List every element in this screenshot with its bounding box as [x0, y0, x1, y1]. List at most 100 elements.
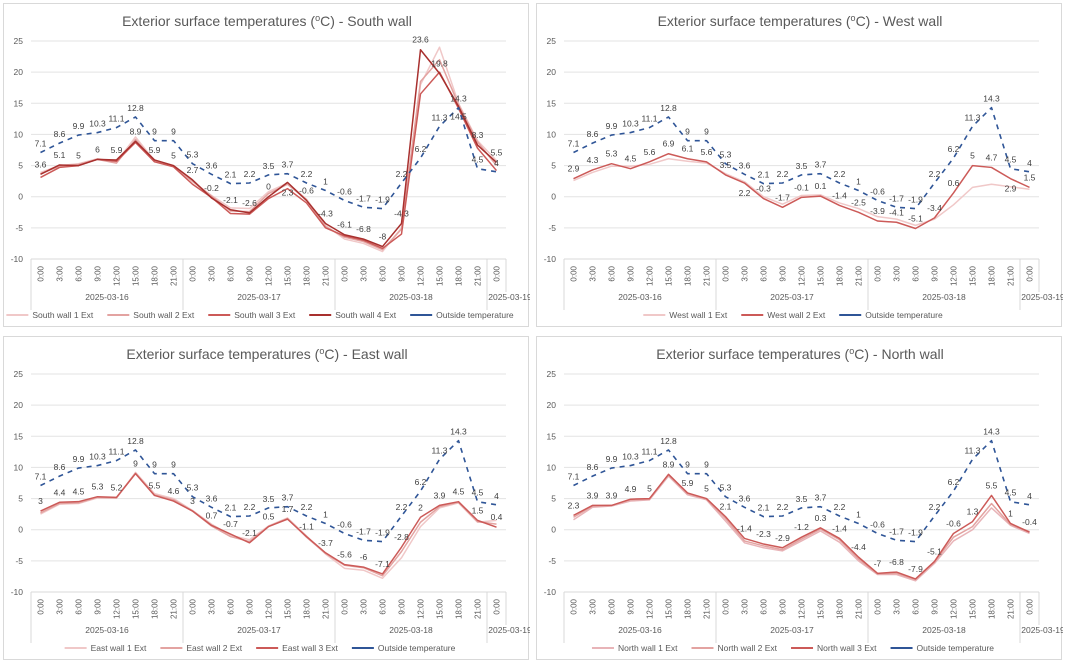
y-tick-label: 25	[547, 36, 557, 46]
data-label: 5	[647, 484, 652, 494]
x-tick-label: 18:00	[836, 598, 845, 619]
x-tick-label: 21:00	[1007, 265, 1016, 286]
data-label: 1.7	[282, 504, 294, 514]
data-label: 2.2	[301, 169, 313, 179]
data-label: 8.6	[587, 462, 599, 472]
data-label: 3.9	[606, 490, 618, 500]
y-tick-label: 15	[547, 98, 557, 108]
legend-label: North wall 2 Ext	[717, 643, 777, 653]
data-label: 5.3	[187, 483, 199, 493]
data-label: -7.1	[375, 559, 390, 569]
data-label: 5	[171, 151, 176, 161]
data-label: 9.9	[73, 121, 85, 131]
data-label: 4.9	[625, 484, 637, 494]
x-tick-label: 9:00	[94, 265, 103, 281]
data-label: 14.3	[983, 427, 1000, 437]
x-tick-label: 9:00	[246, 265, 255, 281]
x-group-label: 2025-03-17	[237, 292, 281, 302]
y-tick-label: 5	[18, 161, 23, 171]
x-tick-label: 15:00	[817, 598, 826, 619]
legend-label: Outside temperature	[865, 310, 943, 320]
data-label: 7.1	[568, 471, 580, 481]
data-label: 4.6	[168, 486, 180, 496]
series-line-south-wall-3-ext	[40, 71, 498, 250]
data-label: 9	[133, 459, 138, 469]
x-tick-label: 9:00	[398, 598, 407, 614]
data-label: 4	[494, 491, 499, 501]
data-label: -1.4	[832, 190, 847, 200]
x-tick-label: 0:00	[570, 598, 579, 614]
data-label: 2.9	[1005, 184, 1017, 194]
data-label: 5	[704, 484, 709, 494]
data-label: -1.9	[375, 528, 390, 538]
data-label: 9	[685, 127, 690, 137]
data-label: 3.5	[263, 494, 275, 504]
x-tick-label: 3:00	[208, 265, 217, 281]
data-label: 8.9	[663, 459, 675, 469]
x-tick-label: 15:00	[969, 265, 978, 286]
data-label: 0	[266, 182, 271, 192]
data-label: 4.7	[986, 152, 998, 162]
x-group-label: 2025-03-18	[922, 625, 966, 635]
series-line-outside-temperature	[573, 439, 1030, 543]
y-tick-label: 10	[14, 129, 24, 139]
x-group-label: 2025-03-19	[488, 625, 530, 635]
x-tick-label: 18:00	[151, 598, 160, 619]
series-line-outside-temperature	[40, 106, 497, 210]
data-label: 8.6	[587, 129, 599, 139]
x-group-label: 2025-03-16	[618, 625, 662, 635]
data-label: 10.3	[89, 119, 106, 129]
x-group-label: 2025-03-18	[389, 625, 433, 635]
data-label: 3.6	[739, 160, 751, 170]
x-tick-label: 21:00	[474, 265, 483, 286]
data-label: 2	[418, 502, 423, 512]
data-label: 10.3	[89, 452, 106, 462]
y-tick-label: -5	[548, 556, 556, 566]
data-label: 10.3	[622, 452, 639, 462]
data-label: 1	[323, 509, 328, 519]
data-label: 5.2	[111, 482, 123, 492]
data-label: 4.5	[73, 487, 85, 497]
series-line-east-wall-1-ext	[40, 471, 497, 580]
x-tick-label: 6:00	[608, 598, 617, 614]
data-label: 4	[494, 158, 499, 168]
x-tick-label: 9:00	[931, 265, 940, 281]
legend-label: East wall 2 Ext	[186, 643, 242, 653]
data-label: 1	[1008, 508, 1013, 518]
chart-north-wall: Exterior surface temperatures (oC) - Nor…	[536, 336, 1063, 660]
series-line-east-wall-3-ext	[40, 472, 497, 575]
y-tick-label: 25	[547, 369, 557, 379]
series-line-outside-temperature	[573, 106, 1030, 210]
x-tick-label: 9:00	[94, 598, 103, 614]
x-tick-label: 18:00	[684, 265, 693, 286]
data-label: 2.2	[929, 502, 941, 512]
x-tick-label: 0:00	[1026, 265, 1035, 281]
data-label: -2.5	[851, 197, 866, 207]
data-label: 4.4	[54, 487, 66, 497]
series-line-west-wall-1-ext	[573, 157, 1030, 227]
data-label: 2.2	[244, 502, 256, 512]
data-label: 2.1	[225, 503, 237, 513]
x-tick-label: 0:00	[722, 598, 731, 614]
y-tick-label: 10	[547, 462, 557, 472]
data-label: -0.6	[299, 185, 314, 195]
data-label: 3.9	[587, 490, 599, 500]
data-label: 14.3	[983, 94, 1000, 104]
legend-label: South wall 1 Ext	[32, 310, 94, 320]
x-group-label: 2025-03-17	[770, 625, 814, 635]
x-tick-label: 18:00	[836, 265, 845, 286]
data-label: 0.7	[206, 510, 218, 520]
data-label: 11.3	[965, 112, 981, 122]
x-tick-label: 21:00	[322, 598, 331, 619]
x-tick-label: 18:00	[303, 265, 312, 286]
data-label: -2.3	[756, 529, 771, 539]
x-tick-label: 6:00	[227, 598, 236, 614]
x-tick-label: 21:00	[703, 598, 712, 619]
x-tick-label: 3:00	[741, 598, 750, 614]
data-label: -5.1	[908, 213, 923, 223]
x-tick-label: 12:00	[113, 598, 122, 619]
data-label: 0.4	[491, 512, 503, 522]
data-label: 4.5	[1005, 488, 1017, 498]
chart-svg: Exterior surface temperatures (oC) - Nor…	[544, 346, 1063, 653]
x-tick-label: 18:00	[455, 598, 464, 619]
